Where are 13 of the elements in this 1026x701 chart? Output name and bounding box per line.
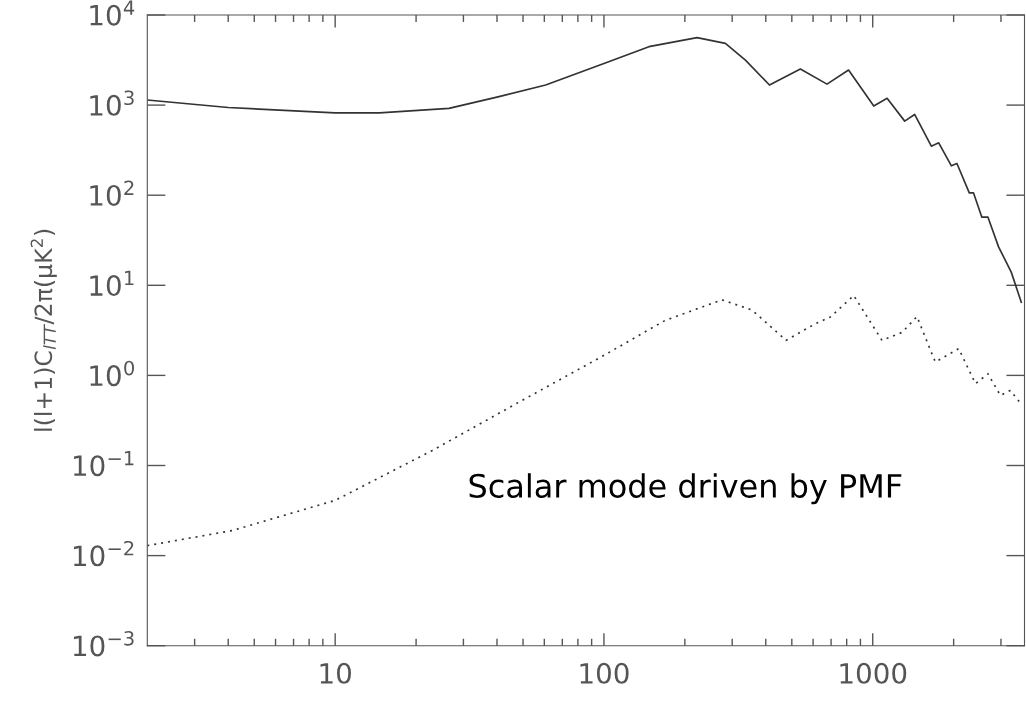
- y-tick-label: 10$^{3}$: [90, 90, 134, 116]
- y-tick-label: 10$^{−2}$: [73, 540, 134, 567]
- y-tick-label: 10$^{2}$: [90, 180, 134, 206]
- y-tick-label: 10$^{4}$: [90, 0, 135, 26]
- y-axis-title: l(l+1)C$_{lTT}$/2π(μK$^{2}$): [30, 229, 57, 431]
- x-tick-label: 100: [580, 662, 629, 684]
- y-tick-label: 10$^{−3}$: [73, 630, 134, 657]
- y-tick-label: 10$^{1}$: [90, 270, 134, 297]
- x-tick-label: 1000: [840, 662, 907, 684]
- annotation: Scalar mode driven by PMF: [469, 473, 902, 505]
- y-tick-label: 10$^{−1}$: [73, 451, 134, 477]
- y-tick-label: 10$^{0}$: [90, 360, 134, 387]
- x-tick-label: 10: [320, 662, 351, 684]
